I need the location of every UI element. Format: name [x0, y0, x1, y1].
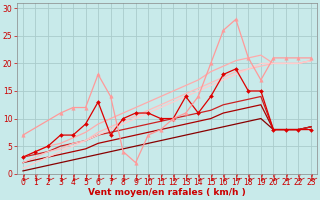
X-axis label: Vent moyen/en rafales ( km/h ): Vent moyen/en rafales ( km/h ): [88, 188, 246, 197]
